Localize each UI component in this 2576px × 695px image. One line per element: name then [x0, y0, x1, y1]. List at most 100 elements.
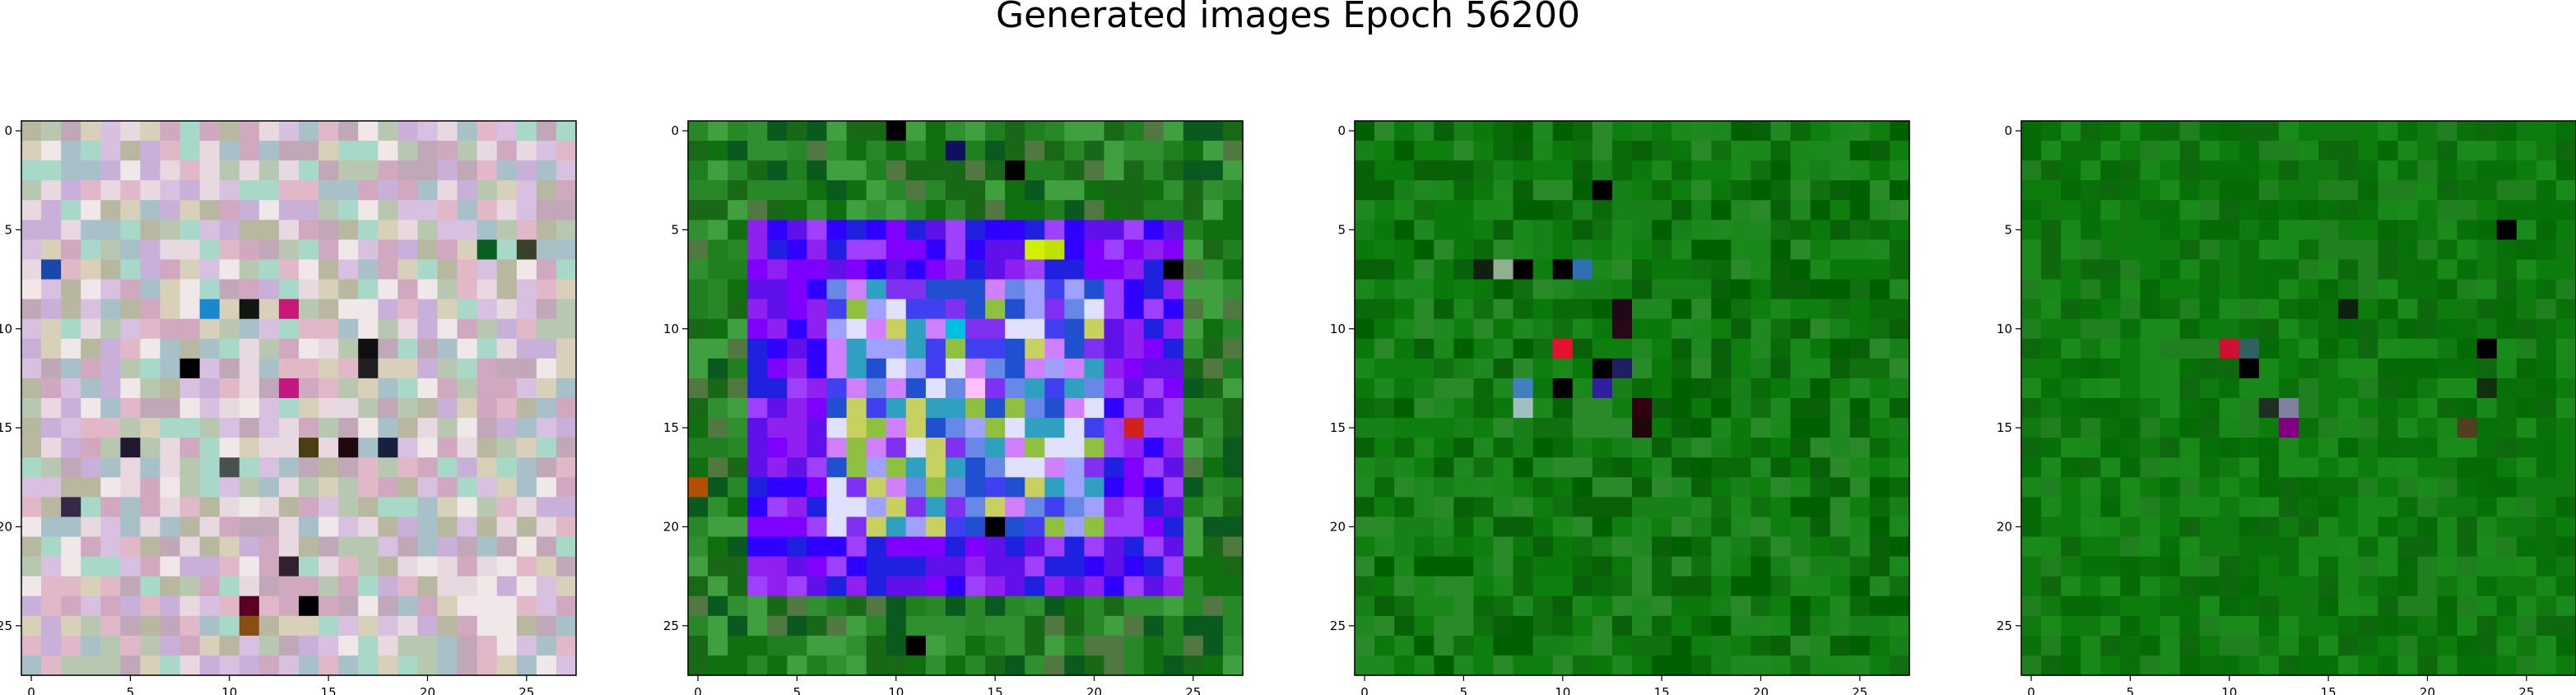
pixel-cell — [2555, 358, 2576, 379]
pixel-cell — [1025, 556, 1045, 577]
pixel-cell — [1770, 497, 1792, 518]
pixel-cell — [2437, 615, 2458, 637]
pixel-cell — [81, 239, 101, 261]
pixel-cell — [378, 398, 398, 419]
pixel-cell — [2476, 259, 2498, 280]
pixel-cell — [457, 576, 478, 597]
pixel-cell — [1414, 200, 1434, 220]
pixel-cell — [1532, 259, 1554, 280]
pixel-cell — [2516, 457, 2537, 478]
pixel-cell — [516, 655, 537, 676]
pixel-cell — [179, 259, 201, 280]
pixel-cell — [2100, 160, 2121, 181]
pixel-cell — [258, 318, 280, 340]
pixel-cell — [2536, 180, 2557, 201]
pixel-cell — [1572, 536, 1593, 558]
pixel-cell — [2081, 438, 2101, 458]
pixel-cell — [925, 259, 946, 280]
pixel-cell — [258, 497, 280, 518]
pixel-cell — [516, 338, 537, 359]
pixel-cell — [728, 180, 748, 201]
pixel-cell — [886, 358, 907, 379]
pixel-cell — [477, 318, 498, 340]
pixel-cell — [1123, 358, 1145, 379]
pixel-cell — [556, 477, 577, 498]
pixel-cell — [398, 556, 419, 577]
pixel-cell — [1869, 160, 1890, 181]
pixel-cell — [1355, 318, 1375, 340]
pixel-cell — [1084, 180, 1105, 201]
pixel-cell — [1163, 200, 1184, 220]
pixel-cell — [747, 220, 768, 241]
pixel-cell — [516, 160, 537, 181]
pixel-cell — [2358, 457, 2378, 478]
pixel-cell — [2140, 517, 2161, 538]
pixel-cell — [120, 259, 142, 280]
pixel-cell — [1849, 438, 1871, 458]
pixel-cell — [1830, 318, 1851, 340]
pixel-cell — [1084, 378, 1105, 399]
pixel-cell — [2358, 279, 2378, 300]
pixel-cell — [925, 556, 946, 577]
pixel-cell — [1889, 358, 1910, 379]
pixel-cell — [985, 220, 1006, 241]
pixel-cell — [21, 180, 42, 201]
pixel-cell — [398, 497, 419, 518]
pixel-cell — [2258, 299, 2280, 320]
pixel-cell — [2199, 556, 2220, 577]
pixel-cell — [378, 536, 398, 558]
x-tick-label: 25 — [518, 685, 534, 695]
pixel-cell — [2100, 418, 2121, 438]
pixel-cell — [1751, 497, 1772, 518]
pixel-cell — [1790, 318, 1811, 340]
pixel-cell — [179, 200, 201, 220]
pixel-cell — [708, 615, 728, 637]
pixel-cell — [457, 457, 478, 478]
pixel-cell — [846, 517, 867, 538]
pixel-cell — [925, 141, 946, 161]
pixel-cell — [21, 457, 42, 478]
pixel-cell — [199, 121, 221, 141]
pixel-cell — [496, 279, 518, 300]
pixel-cell — [886, 536, 907, 558]
pixel-cell — [2160, 338, 2181, 359]
pixel-cell — [985, 536, 1006, 558]
pixel-cell — [1163, 398, 1184, 419]
pixel-cell — [2258, 239, 2280, 261]
pixel-cell — [1592, 160, 1613, 181]
pixel-cell — [2457, 497, 2478, 518]
pixel-cell — [398, 576, 419, 597]
pixel-cell — [1222, 160, 1244, 181]
pixel-cell — [239, 595, 260, 617]
pixel-cell — [1830, 180, 1851, 201]
pixel-cell — [2476, 595, 2498, 617]
pixel-cell — [140, 180, 161, 201]
pixel-cell — [1552, 398, 1574, 419]
pixel-cell — [1414, 318, 1434, 340]
pixel-cell — [1493, 595, 1514, 617]
pixel-cell — [905, 536, 927, 558]
pixel-cell — [826, 418, 848, 438]
pixel-cell — [199, 477, 221, 498]
pixel-cell — [2179, 279, 2201, 300]
pixel-cell — [2536, 457, 2557, 478]
pixel-cell — [2358, 200, 2378, 220]
pixel-cell — [826, 239, 848, 261]
pixel-cell — [1163, 655, 1184, 676]
pixel-cell — [278, 655, 300, 676]
pixel-cell — [1143, 239, 1165, 261]
pixel-cell — [2318, 358, 2339, 379]
pixel-cell — [496, 338, 518, 359]
pixel-cell — [1005, 615, 1025, 637]
pixel-cell — [1652, 457, 1672, 478]
pixel-cell — [2041, 200, 2062, 220]
pixel-cell — [1473, 477, 1495, 498]
pixel-cell — [1552, 180, 1574, 201]
pixel-cell — [120, 200, 142, 220]
pixel-cell — [1869, 477, 1890, 498]
pixel-cell — [2021, 556, 2042, 577]
pixel-cell — [61, 635, 81, 656]
pixel-cell — [767, 318, 788, 340]
pixel-cell — [398, 457, 419, 478]
pixel-cell — [2160, 655, 2181, 676]
